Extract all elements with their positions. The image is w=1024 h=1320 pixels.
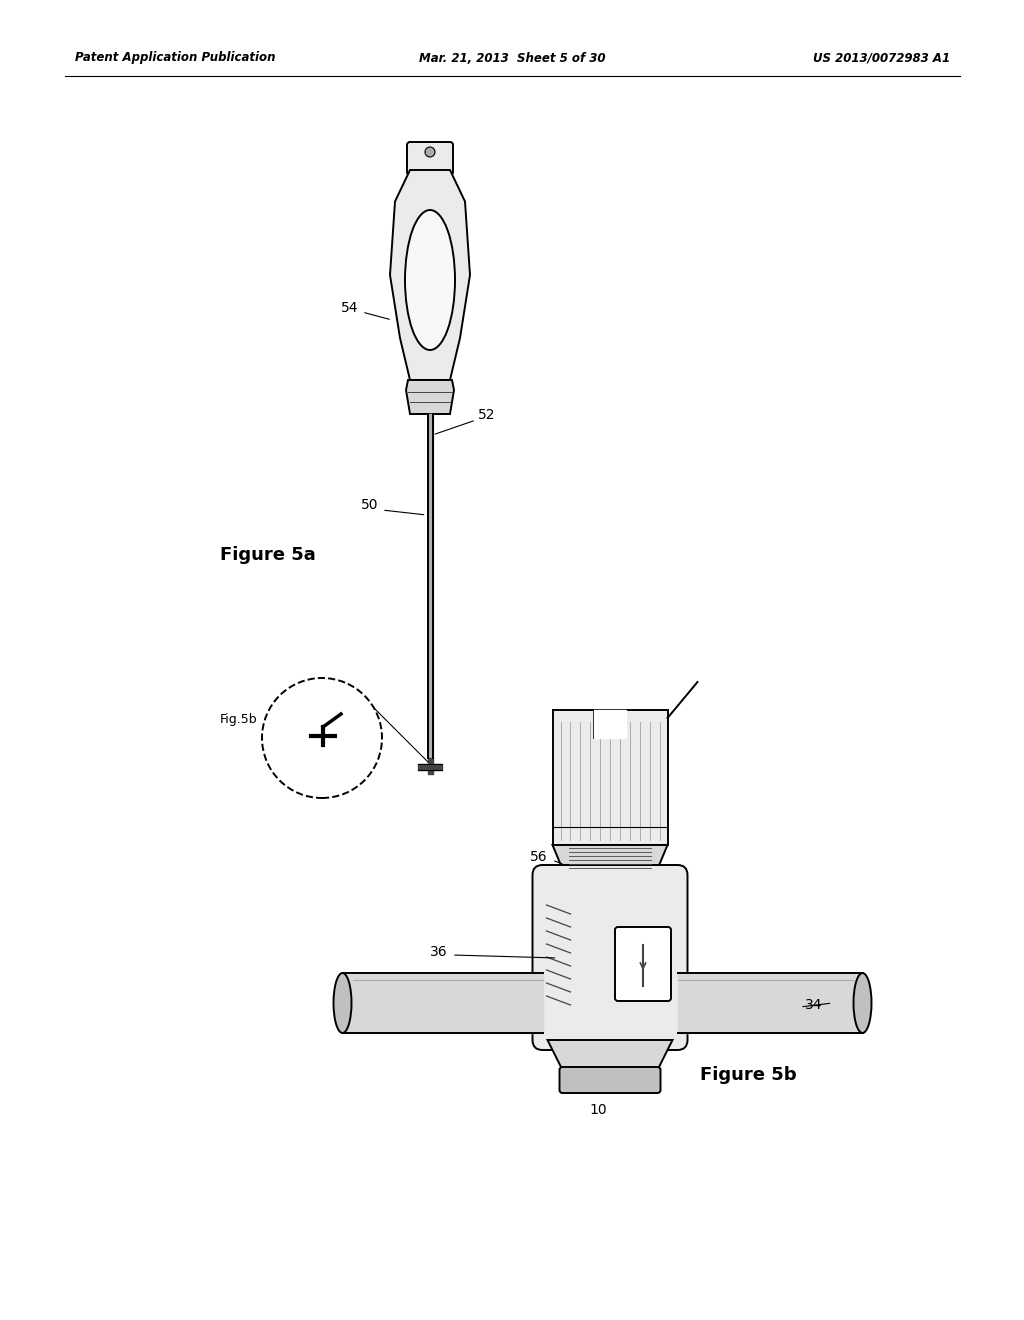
Text: 56: 56	[530, 850, 548, 865]
FancyBboxPatch shape	[559, 1067, 660, 1093]
Circle shape	[425, 147, 435, 157]
Polygon shape	[548, 1040, 673, 1071]
FancyBboxPatch shape	[532, 865, 687, 1049]
Text: 52: 52	[478, 408, 496, 422]
Text: 34: 34	[805, 998, 822, 1012]
Ellipse shape	[853, 973, 871, 1034]
Text: 10: 10	[589, 1104, 607, 1117]
FancyBboxPatch shape	[407, 143, 453, 176]
Circle shape	[262, 678, 382, 799]
Text: 50: 50	[360, 498, 378, 512]
Polygon shape	[406, 380, 454, 414]
Polygon shape	[390, 170, 470, 380]
Ellipse shape	[334, 973, 351, 1034]
Polygon shape	[553, 845, 668, 875]
Text: Patent Application Publication: Patent Application Publication	[75, 51, 275, 65]
Text: Mar. 21, 2013  Sheet 5 of 30: Mar. 21, 2013 Sheet 5 of 30	[419, 51, 605, 65]
Text: 36: 36	[430, 945, 449, 960]
FancyBboxPatch shape	[615, 927, 671, 1001]
Text: Figure 5b: Figure 5b	[700, 1067, 797, 1084]
Text: Figure 5a: Figure 5a	[220, 546, 315, 564]
Text: 54: 54	[341, 301, 358, 315]
Ellipse shape	[406, 210, 455, 350]
Text: Fig.5b: Fig.5b	[219, 714, 257, 726]
Text: US 2013/0072983 A1: US 2013/0072983 A1	[813, 51, 950, 65]
FancyBboxPatch shape	[553, 710, 668, 845]
